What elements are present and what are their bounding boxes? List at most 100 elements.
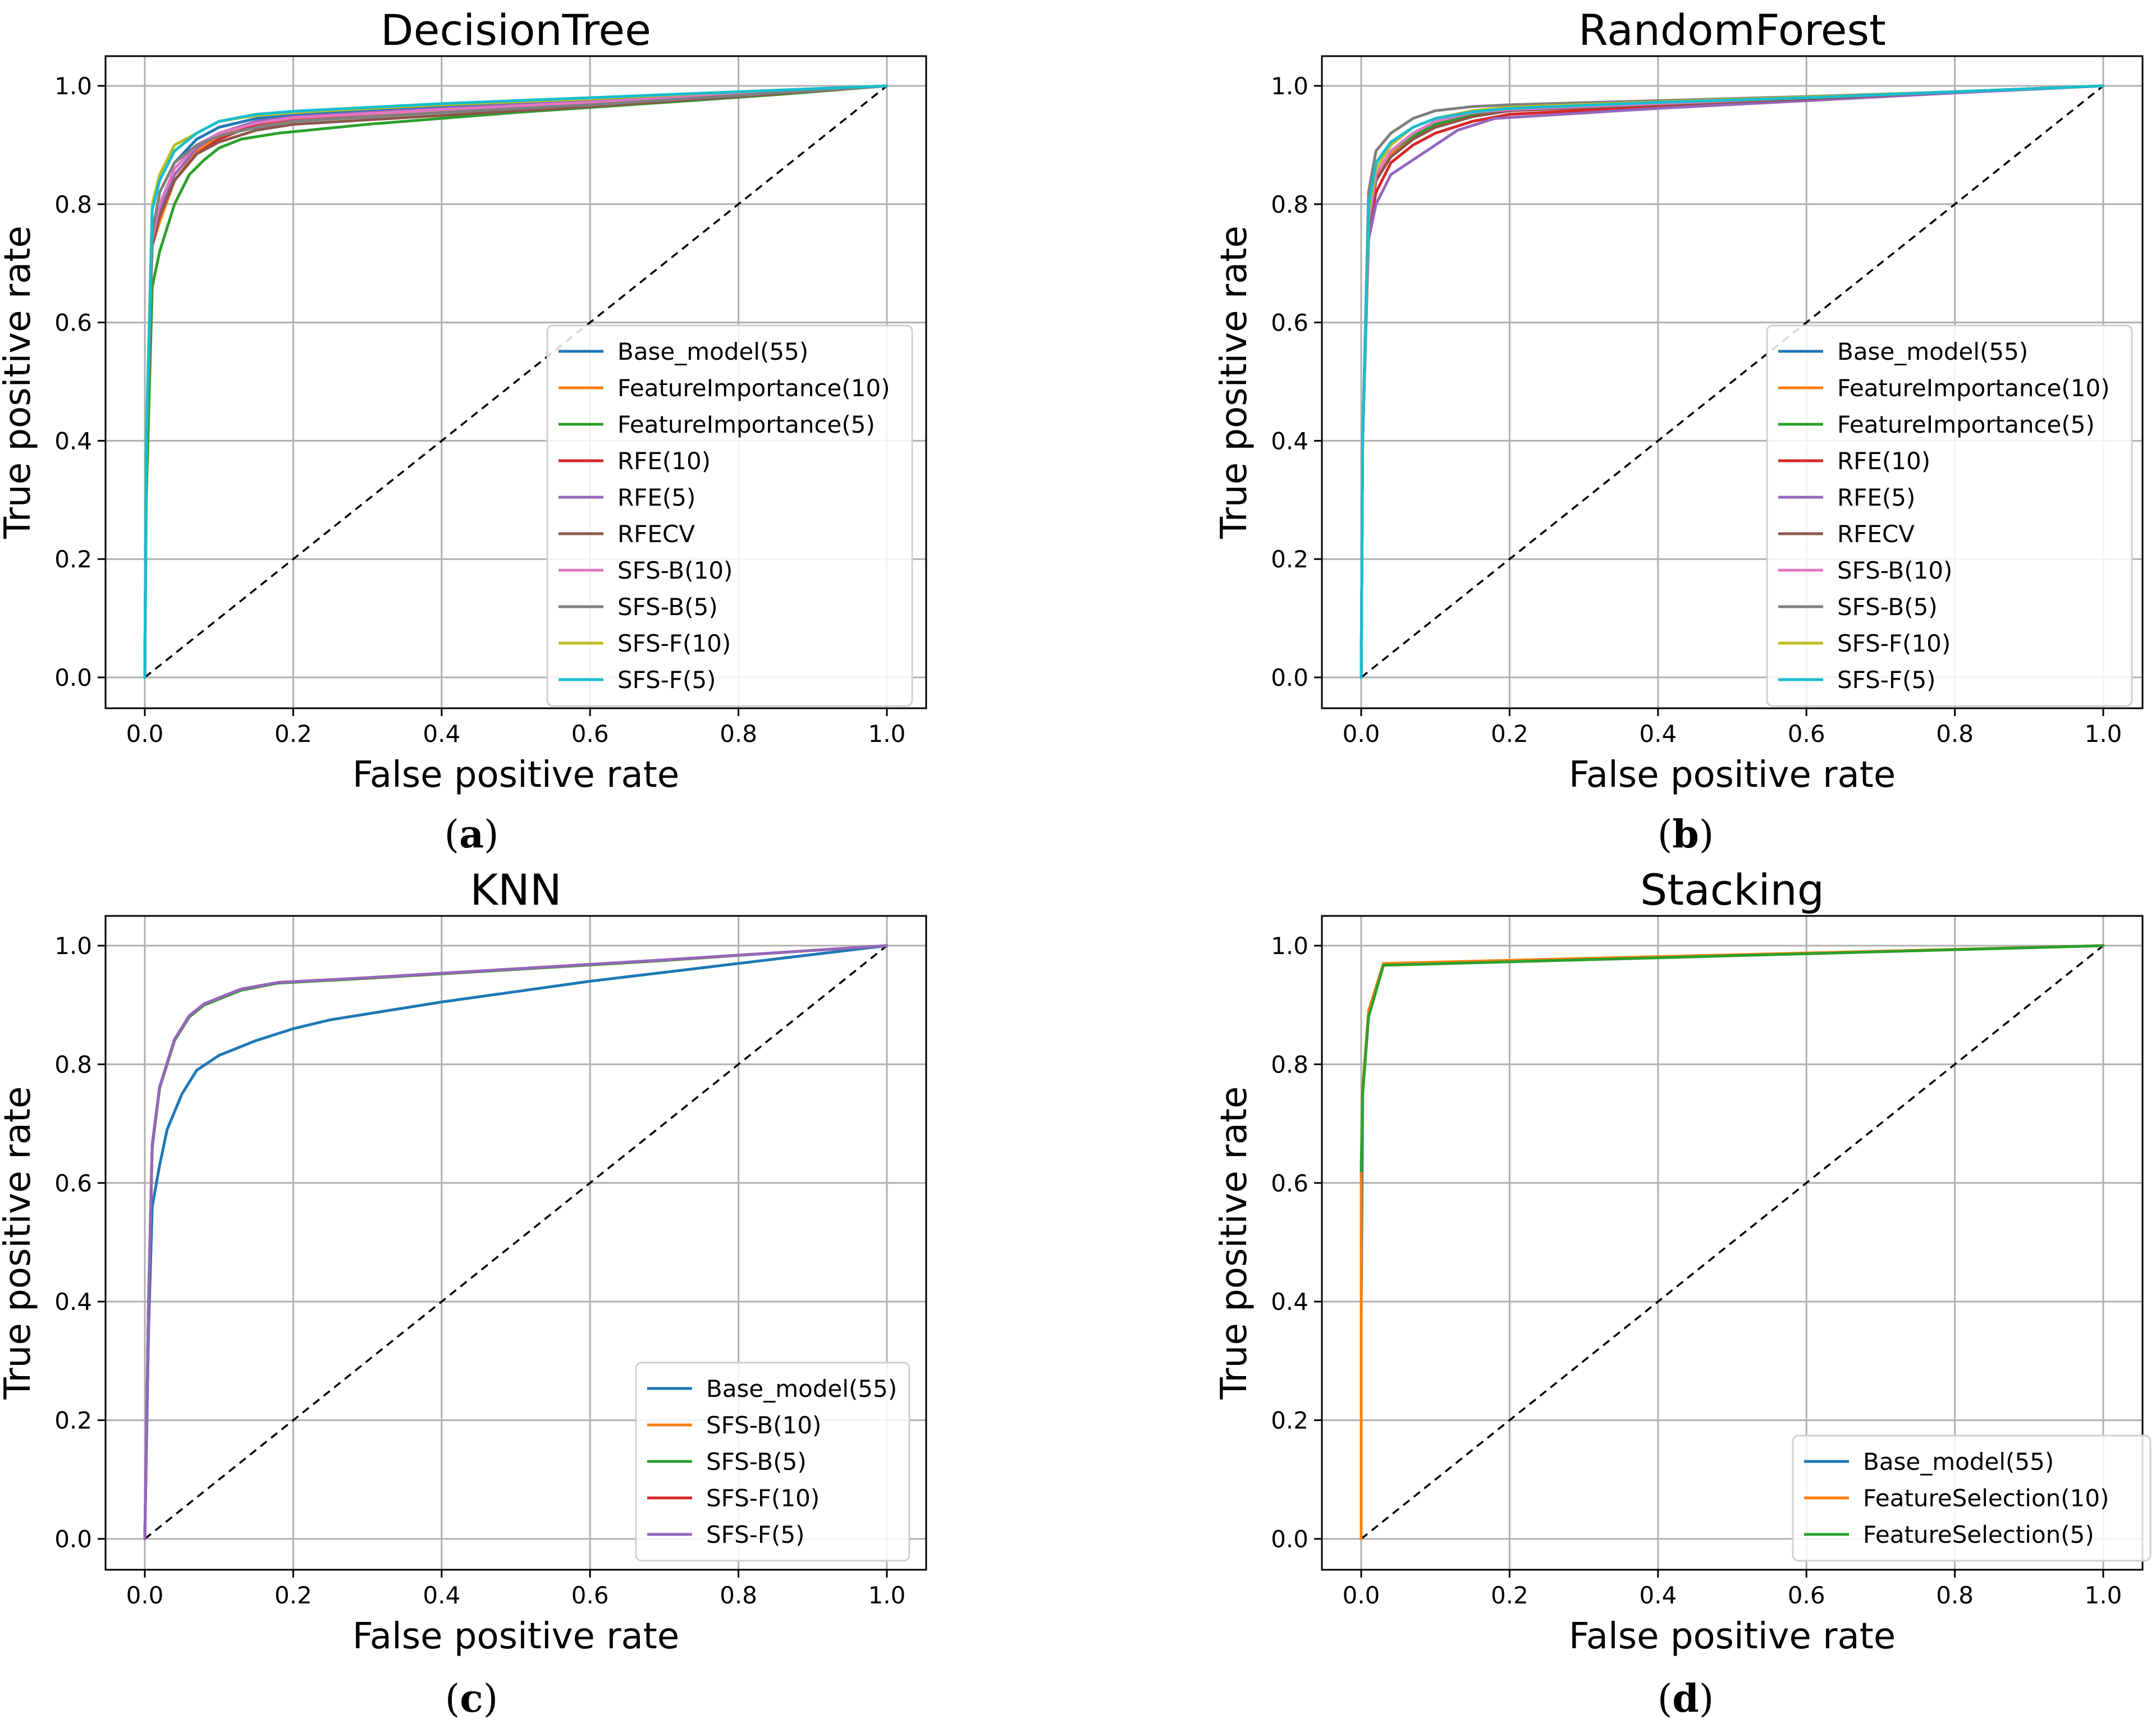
chart-title: DecisionTree (381, 5, 651, 55)
legend-label: SFS-B(10) (706, 1411, 821, 1439)
x-axis-label: False positive rate (1569, 754, 1896, 796)
x-tick-label: 0.6 (1788, 1582, 1825, 1609)
legend: Base_model(55) SFS-B(10) SFS-B(5) SFS-F(10)… (635, 1362, 910, 1562)
x-tick-label: 0.0 (126, 720, 164, 748)
legend-label: FeatureImportance(5) (1837, 411, 2095, 438)
chart-panel-a: 0.0 0.2 0.4 0.6 0.8 1.0 0.0 0.2 0.4 0.6 0.8 1.0 Deci… (0, 5, 927, 857)
y-tick-label: 0.0 (1271, 664, 1308, 691)
x-tick-label: 0.8 (1936, 1582, 1974, 1609)
plot-frame (104, 915, 927, 1571)
y-tick-label: 0.6 (54, 1170, 92, 1197)
y-tick-label: 0.4 (54, 1288, 92, 1316)
x-axis-label: False positive rate (1569, 1616, 1896, 1657)
x-tick-label: 0.2 (1491, 1582, 1528, 1609)
x-tick-label: 0.4 (1639, 1582, 1677, 1609)
y-axis-label: True positive rate (0, 226, 39, 539)
y-tick-label: 1.0 (1271, 932, 1308, 960)
legend-label: SFS-B(10) (1837, 557, 1952, 584)
x-tick-label: 0.4 (423, 1582, 460, 1609)
legend: Base_model(55) FeatureSelection(10) Featur… (1792, 1434, 2152, 1562)
panel-caption: (d) (1658, 1676, 1714, 1721)
legend-label: Base_model(55) (1837, 338, 2028, 365)
chance-diagonal-line (1360, 85, 2104, 679)
legend-label: RFECV (1837, 520, 1915, 548)
y-tick-label: 1.0 (54, 72, 92, 100)
chance-diagonal-line (144, 945, 888, 1540)
panel-caption: (a) (444, 812, 498, 857)
legend-label: Base_model(55) (1863, 1448, 2054, 1475)
x-tick-label: 0.0 (1343, 720, 1380, 748)
y-axis-label: True positive rate (1214, 1087, 1255, 1400)
legend-label: SFS-F(5) (617, 666, 716, 694)
y-tick-label: 0.2 (1271, 546, 1308, 573)
chance-diagonal-line (1360, 945, 2104, 1540)
legend-box (546, 324, 913, 707)
legend-label: FeatureSelection(10) (1863, 1484, 2109, 1512)
legend-label: RFE(10) (1837, 447, 1930, 475)
y-tick-label: 0.6 (1271, 1170, 1308, 1197)
y-tick-label: 0.4 (54, 427, 92, 455)
x-axis-label: False positive rate (353, 1616, 679, 1657)
legend-label: FeatureImportance(10) (617, 374, 890, 402)
legend-label: SFS-B(5) (1837, 593, 1938, 621)
x-tick-label: 0.0 (1343, 1582, 1380, 1609)
x-tick-label: 0.8 (720, 720, 757, 748)
legend-label: SFS-F(5) (1837, 666, 1936, 694)
series-line (1359, 944, 2105, 1173)
legend-label: SFS-B(5) (706, 1448, 807, 1475)
legend-box (1766, 324, 2133, 707)
x-tick-label: 1.0 (2085, 1582, 2122, 1609)
x-tick-label: 0.8 (1936, 720, 1974, 748)
series-line (143, 944, 889, 1541)
legend-label: SFS-B(10) (617, 557, 733, 584)
x-tick-label: 0.4 (423, 720, 460, 748)
legend-label: RFECV (617, 520, 695, 548)
legend-label: Base_model(55) (706, 1375, 897, 1402)
x-tick-label: 1.0 (868, 720, 906, 748)
x-tick-label: 0.6 (1788, 720, 1825, 748)
legend-label: SFS-F(5) (706, 1521, 805, 1548)
y-tick-label: 0.0 (54, 1525, 92, 1553)
panel-caption: (b) (1658, 812, 1714, 857)
y-tick-label: 1.0 (1271, 72, 1308, 100)
y-tick-label: 1.0 (54, 932, 92, 960)
chart-panel-c: 0.0 0.2 0.4 0.6 0.8 1.0 0.0 0.2 0.4 0.6 0.8 1.0 KNN F… (0, 865, 927, 1721)
panel-caption: (c) (445, 1676, 498, 1721)
series-line (1359, 84, 2105, 679)
chart-title: Stacking (1640, 865, 1824, 915)
legend-label: RFE(5) (617, 484, 695, 511)
x-tick-label: 0.6 (571, 1582, 609, 1609)
series-line (143, 944, 889, 1541)
y-tick-label: 0.2 (54, 546, 92, 573)
x-tick-label: 1.0 (868, 1582, 906, 1609)
x-tick-label: 1.0 (2085, 720, 2122, 748)
chart-title: RandomForest (1578, 5, 1886, 55)
x-tick-label: 0.6 (571, 720, 609, 748)
legend: Base_model(55) FeatureImportance(10) Featu… (1766, 324, 2133, 707)
legend-box (1792, 1434, 2152, 1562)
legend: Base_model(55) FeatureImportance(10) Featu… (546, 324, 913, 707)
x-tick-label: 0.2 (1491, 720, 1528, 748)
chart-panel-b: 0.0 0.2 0.4 0.6 0.8 1.0 0.0 0.2 0.4 0.6 0.8 1.0 Rand… (1214, 5, 2144, 857)
legend-label: FeatureImportance(10) (1837, 374, 2110, 402)
y-tick-label: 0.0 (1271, 1525, 1308, 1553)
y-tick-label: 0.4 (1271, 427, 1308, 455)
series-line (143, 84, 889, 679)
y-tick-label: 0.8 (54, 1051, 92, 1078)
legend-label: SFS-F(10) (617, 630, 731, 657)
legend-label: RFE(10) (617, 447, 711, 475)
y-tick-label: 0.2 (1271, 1407, 1308, 1434)
plot-frame (104, 55, 927, 709)
legend-label: SFS-B(5) (617, 593, 718, 621)
x-tick-label: 0.2 (274, 1582, 312, 1609)
y-tick-label: 0.0 (54, 664, 92, 691)
y-tick-label: 0.8 (1271, 191, 1308, 218)
y-axis-label: True positive rate (1214, 226, 1255, 539)
legend-label: SFS-F(10) (706, 1484, 820, 1512)
chart-title: KNN (470, 865, 562, 915)
legend-label: FeatureImportance(5) (617, 411, 875, 438)
y-tick-label: 0.4 (1271, 1288, 1308, 1316)
legend-box (635, 1362, 910, 1562)
y-tick-label: 0.6 (1271, 309, 1308, 337)
